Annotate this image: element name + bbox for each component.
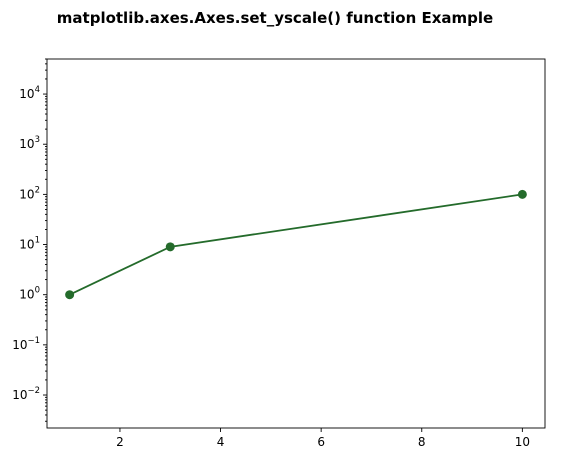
plot-area [46,58,546,429]
chart-title: matplotlib.axes.Axes.set_yscale() functi… [57,9,493,27]
y-tick-label: 102 [19,185,40,201]
y-tick-label: 100 [19,286,40,302]
x-tick-label: 10 [515,435,530,449]
y-tick-label: 10−2 [12,386,40,402]
y-axis: 10−2 10−1 100 101 102 103 104 [12,58,47,422]
data-point [165,242,175,252]
x-tick-label: 6 [317,435,325,449]
series-line [69,193,523,296]
data-point [65,290,75,300]
x-axis: 2 4 6 8 10 [116,428,530,449]
y-tick-label: 103 [19,135,40,151]
y-tick-label: 10−1 [12,336,40,352]
series-layer [65,189,527,300]
x-tick-label: 8 [418,435,426,449]
y-tick-label: 101 [19,236,40,252]
x-tick-label: 2 [116,435,124,449]
data-point [517,189,527,199]
x-tick-label: 4 [217,435,225,449]
y-tick-label: 104 [19,85,40,101]
